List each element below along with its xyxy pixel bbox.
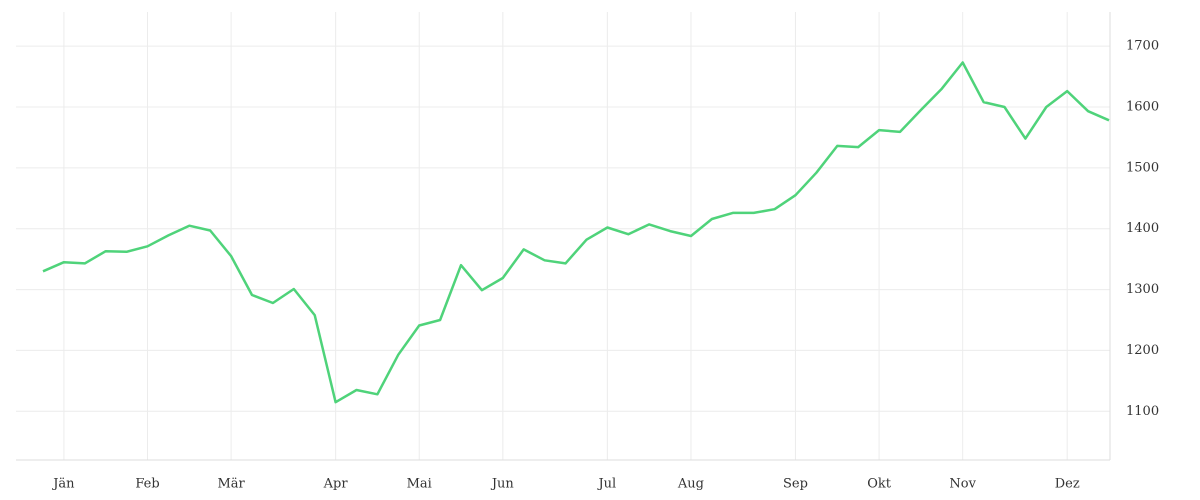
x-tick-label: Jul — [596, 477, 616, 492]
x-tick-label: Jän — [51, 477, 75, 492]
x-tick-label: Sep — [783, 477, 808, 492]
x-tick-label: Jun — [490, 477, 515, 492]
y-tick-label: 1100 — [1126, 404, 1159, 419]
y-tick-label: 1700 — [1126, 39, 1159, 54]
x-tick-label: Apr — [323, 477, 349, 492]
x-tick-label: Aug — [677, 477, 704, 492]
y-tick-label: 1600 — [1126, 99, 1159, 114]
x-tick-label: Mai — [407, 477, 432, 492]
y-tick-label: 1300 — [1126, 282, 1159, 297]
line-series — [42, 61, 1110, 404]
y-tick-label: 1500 — [1126, 160, 1159, 175]
x-tick-label: Mär — [217, 477, 245, 492]
x-tick-label: Okt — [867, 477, 892, 492]
x-tick-label: Nov — [949, 477, 976, 492]
x-tick-label: Dez — [1055, 477, 1080, 492]
y-tick-label: 1200 — [1126, 343, 1159, 358]
y-tick-label: 1400 — [1126, 221, 1159, 236]
x-tick-label: Feb — [135, 477, 159, 492]
